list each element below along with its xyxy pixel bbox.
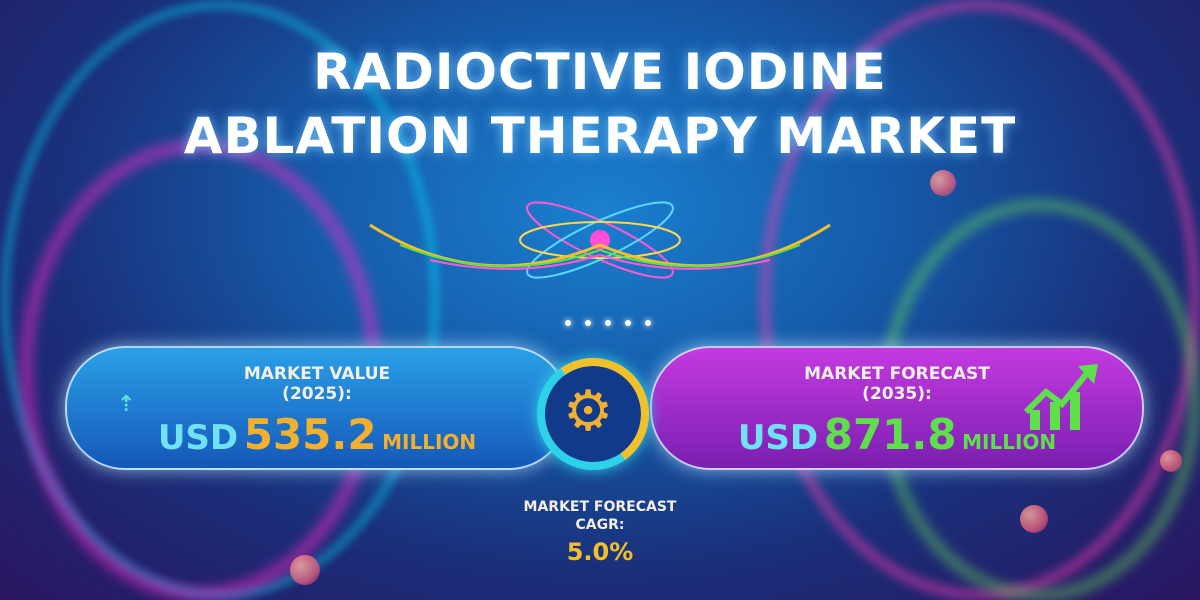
cagr-value: 5.0% bbox=[566, 538, 634, 566]
label-line: MARKET VALUE bbox=[243, 364, 391, 384]
up-arrow-icon: ⇡ bbox=[117, 392, 136, 417]
amount: 535.2 bbox=[243, 410, 377, 459]
center-badge: ⚙ bbox=[528, 349, 658, 479]
label-line: CAGR: bbox=[575, 517, 625, 533]
label-line: (2025): bbox=[282, 384, 352, 404]
growth-chart-icon bbox=[1023, 364, 1098, 430]
atom-icon bbox=[369, 201, 831, 279]
label-line: MARKET FORECAST bbox=[523, 499, 677, 515]
decorative-bubble bbox=[1020, 505, 1048, 533]
market-forecast-card: MARKET FORECAST (2035): USD 871.8 MILLIO… bbox=[650, 346, 1144, 470]
title-line-1: RADIOCTIVE IODINE bbox=[313, 43, 887, 101]
currency: USD bbox=[737, 418, 819, 458]
label-line: MARKET FORECAST bbox=[804, 364, 990, 384]
unit: MILLION bbox=[382, 430, 477, 454]
cagr-block: MARKET FORECAST CAGR: 5.0% bbox=[0, 498, 1200, 566]
amount: 871.8 bbox=[823, 410, 957, 459]
market-forecast-label: MARKET FORECAST (2035): bbox=[652, 364, 1142, 404]
market-value-card: MARKET VALUE (2025): ⇡ USD 535.2 MILLION bbox=[65, 346, 569, 470]
decorative-bubble bbox=[1160, 450, 1182, 472]
decorative-bubble bbox=[290, 555, 320, 585]
unit: MILLION bbox=[962, 430, 1057, 454]
gear-icon: ⚙ bbox=[563, 379, 614, 444]
page-title: RADIOCTIVE IODINE ABLATION THERAPY MARKE… bbox=[0, 40, 1200, 168]
cagr-label: MARKET FORECAST CAGR: bbox=[0, 498, 1200, 534]
pagination-dots bbox=[565, 320, 651, 326]
market-forecast-amount: USD 871.8 MILLION bbox=[652, 410, 1142, 459]
currency: USD bbox=[157, 418, 239, 458]
decorative-bubble bbox=[930, 170, 956, 196]
market-value-label: MARKET VALUE (2025): bbox=[67, 364, 567, 404]
title-line-2: ABLATION THERAPY MARKET bbox=[183, 107, 1017, 165]
market-value-amount: USD 535.2 MILLION bbox=[67, 410, 567, 459]
label-line: (2035): bbox=[862, 384, 932, 404]
